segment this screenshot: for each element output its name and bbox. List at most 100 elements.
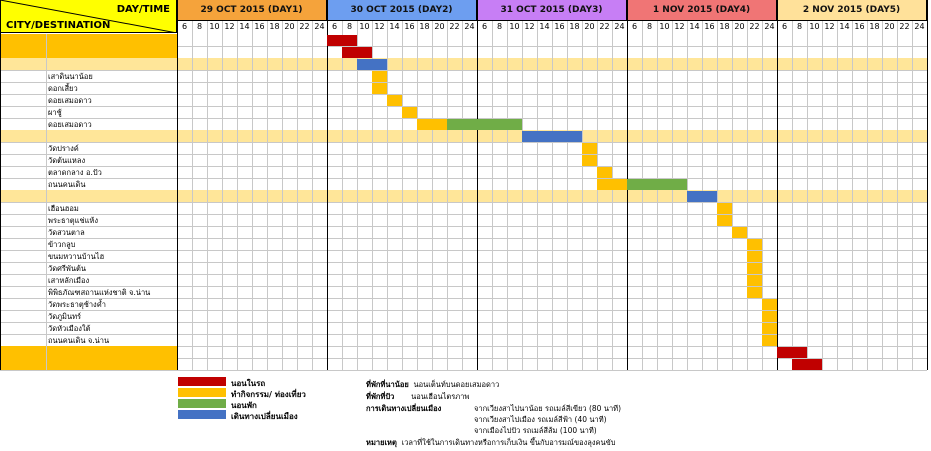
hour-divider xyxy=(252,21,253,370)
row-divider xyxy=(0,238,927,239)
rest-bar xyxy=(627,179,687,190)
hour-label: 10 xyxy=(209,22,220,31)
hour-divider xyxy=(267,21,268,370)
sleep-bar xyxy=(327,35,357,46)
hour-divider xyxy=(732,21,733,370)
hour-label: 20 xyxy=(584,22,595,31)
activity-bar xyxy=(387,95,402,106)
hour-label: 24 xyxy=(764,22,775,31)
hour-divider xyxy=(867,21,868,370)
row-divider xyxy=(0,178,927,179)
hour-label: 12 xyxy=(224,22,235,31)
destination-label: วัดภูมินทร์ xyxy=(48,312,82,321)
hour-label: 22 xyxy=(299,22,310,31)
destination-label: ดอกเสี้ยว xyxy=(48,84,78,93)
hour-label: 8 xyxy=(346,22,353,31)
stay2-label: ที่พักที่ปัว xyxy=(366,392,395,401)
row-divider xyxy=(0,310,927,311)
hour-label: 18 xyxy=(569,22,580,31)
hour-label: 10 xyxy=(359,22,370,31)
hour-divider xyxy=(852,21,853,370)
day-header: 2 NOV 2015 (DAY5) xyxy=(777,0,927,21)
hour-divider xyxy=(747,21,748,370)
corner-day-time-label: DAY/TIME xyxy=(116,4,170,15)
day-divider xyxy=(177,0,178,370)
destination-label: ถนนคนเดิน xyxy=(48,180,86,189)
hour-divider xyxy=(312,21,313,370)
activity-bar xyxy=(762,311,777,322)
hour-label: 14 xyxy=(839,22,850,31)
label-indent-guide xyxy=(46,34,47,370)
hour-label: 20 xyxy=(884,22,895,31)
hour-divider xyxy=(912,21,913,370)
hour-label: 24 xyxy=(914,22,925,31)
hour-label: 20 xyxy=(434,22,445,31)
row-divider xyxy=(0,250,927,251)
hour-label: 12 xyxy=(374,22,385,31)
hour-divider xyxy=(897,21,898,370)
destination-label: วัดสวนตาล xyxy=(48,228,85,237)
hour-divider xyxy=(522,21,523,370)
hour-label: 24 xyxy=(614,22,625,31)
rest-bar xyxy=(447,119,522,130)
activity-bar xyxy=(747,239,762,250)
remark-value: เวลาที่ใช้ในการเดินทางหรือการเก็บเงิน ขึ… xyxy=(401,438,616,447)
hour-label: 14 xyxy=(539,22,550,31)
row-divider xyxy=(0,322,927,323)
destination-label: วัดต้นแหลง xyxy=(48,156,86,165)
hour-divider xyxy=(567,21,568,370)
hour-label: 6 xyxy=(781,22,788,31)
hour-label: 20 xyxy=(284,22,295,31)
hour-label: 16 xyxy=(854,22,865,31)
travel-legend-swatch xyxy=(178,410,226,419)
hour-label: 10 xyxy=(509,22,520,31)
destination-label: วัดปรางค์ xyxy=(48,144,79,153)
destination-label: วัดพระธาตุช้างค้ำ xyxy=(48,300,106,309)
remark-label: หมายเหตุ xyxy=(366,438,397,447)
activity-bar xyxy=(402,107,417,118)
group-row-band xyxy=(0,130,927,142)
hour-label: 6 xyxy=(331,22,338,31)
activity-bar xyxy=(762,335,777,346)
row-divider xyxy=(0,70,927,71)
destination-label: เสาหลักเมือง xyxy=(48,276,90,285)
hour-label: 14 xyxy=(239,22,250,31)
hour-divider xyxy=(447,21,448,370)
hour-label: 16 xyxy=(404,22,415,31)
activity-bar xyxy=(747,275,762,286)
hour-divider xyxy=(582,21,583,370)
day-divider xyxy=(477,0,478,370)
activity-bar xyxy=(717,215,732,226)
row-divider xyxy=(0,262,927,263)
day-header: 1 NOV 2015 (DAY4) xyxy=(627,0,777,21)
hour-label: 24 xyxy=(464,22,475,31)
city-row-band xyxy=(0,34,177,46)
destination-label: วัดหัวเมืองใต้ xyxy=(48,324,91,333)
hour-divider xyxy=(417,21,418,370)
group-row-band xyxy=(0,58,927,70)
row-divider xyxy=(0,358,927,359)
sleep-legend-swatch xyxy=(178,377,226,386)
travel-line-2: จากเวียงสาไปเมือง รถเมล์สีฟ้า (40 นาที) xyxy=(474,415,607,424)
hour-label: 16 xyxy=(554,22,565,31)
destination-label: ดอยเสมอดาว xyxy=(48,96,92,105)
activity-bar xyxy=(747,263,762,274)
hour-label: 22 xyxy=(749,22,760,31)
activity-bar xyxy=(762,299,777,310)
day-divider xyxy=(327,0,328,370)
rest-legend-label: นอนพัก xyxy=(231,401,257,410)
travel-legend-label: เดินทางเปลี่ยนเมือง xyxy=(231,412,298,421)
hour-label: 12 xyxy=(524,22,535,31)
city-row-band xyxy=(0,46,177,58)
travel-bar xyxy=(357,59,387,70)
stay1-label: ที่พักที่นาน้อย xyxy=(366,380,409,389)
destination-label: พิพิธภัณฑสถานแห่งชาติ จ.น่าน xyxy=(48,288,151,297)
activity-bar xyxy=(372,83,387,94)
hour-divider xyxy=(552,21,553,370)
hour-divider xyxy=(657,21,658,370)
hour-divider xyxy=(882,21,883,370)
hour-divider xyxy=(222,21,223,370)
hour-divider xyxy=(717,21,718,370)
corner-diagonal xyxy=(0,0,177,33)
hour-divider xyxy=(357,21,358,370)
